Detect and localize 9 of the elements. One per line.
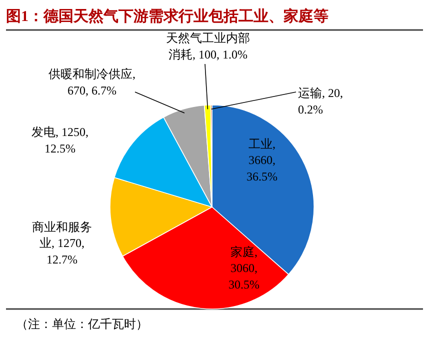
chart-title: 图1：德国天然气下游需求行业包括工业、家庭等 [6, 7, 328, 25]
slice-label: 工业, 3660, 36.5% [246, 137, 278, 184]
slice-label: 天然气工业内部消耗, 100, 1.0% [166, 31, 250, 62]
slice-label: 家庭, 3060, 30.5% [228, 245, 260, 292]
slice-label: 商业和服务业, 1270, 12.7% [32, 220, 92, 266]
text: （注：单位：亿千瓦时） [16, 317, 148, 331]
slice-label: 供暖和制冷供应, 670, 6.7% [48, 67, 136, 98]
slice-label: 发电, 1250, 12.5% [32, 125, 88, 156]
slice-label: 运输, 20, 0.2% [298, 86, 343, 116]
